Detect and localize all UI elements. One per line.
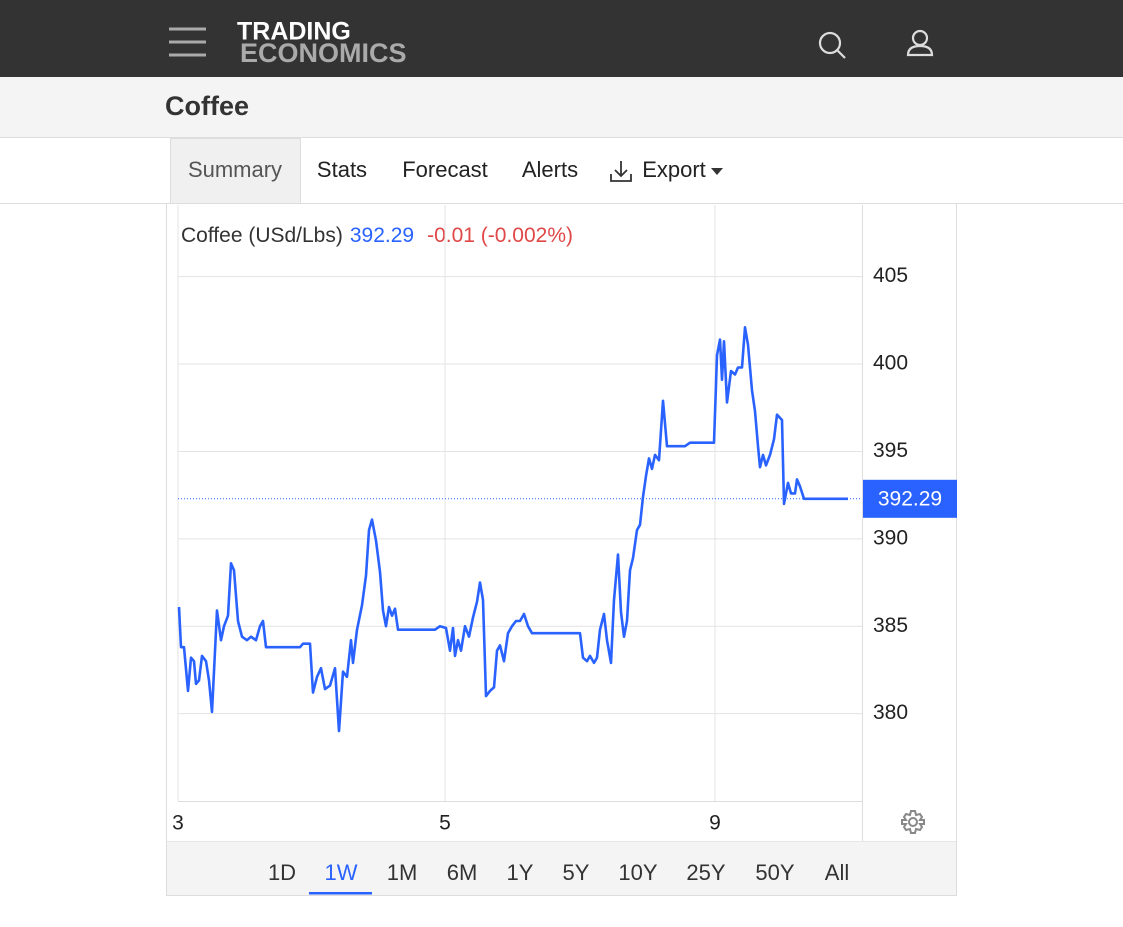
settings-icon[interactable] [901, 810, 925, 834]
y-tick-label: 395 [873, 439, 908, 462]
range-button[interactable]: 5Y [563, 860, 590, 885]
range-bar [167, 842, 956, 895]
title-bar [0, 77, 1123, 137]
range-button[interactable]: 1M [387, 860, 418, 885]
range-button[interactable]: 50Y [755, 860, 794, 885]
y-tick-label: 385 [873, 614, 908, 637]
y-tick-label: 405 [873, 264, 908, 287]
user-icon[interactable] [906, 29, 934, 57]
range-button[interactable]: 1Y [507, 860, 534, 885]
range-underline [309, 892, 372, 895]
change: -0.01 (-0.002%) [427, 224, 573, 247]
x-tick-label: 9 [709, 812, 721, 835]
logo-bottom[interactable]: ECONOMICS [240, 38, 407, 68]
download-icon [610, 161, 632, 182]
x-tick-label: 3 [172, 812, 184, 835]
gear-outline [901, 810, 925, 834]
range-button[interactable]: 25Y [686, 860, 725, 885]
range-button[interactable]: 1W [325, 860, 358, 885]
page-title: Coffee [165, 91, 249, 121]
range-button[interactable]: All [825, 860, 849, 885]
logo-top[interactable]: TRADING [237, 18, 351, 46]
range-button[interactable]: 6M [447, 860, 478, 885]
price-line [177, 326, 848, 733]
y-tick-label: 390 [873, 526, 908, 549]
tab[interactable]: Alerts [522, 157, 578, 182]
range-button[interactable]: 10Y [618, 860, 657, 885]
last-price-label: 392.29 [878, 487, 942, 510]
tab[interactable]: Stats [317, 157, 367, 182]
gear-hub [908, 817, 918, 827]
user-body [906, 44, 934, 57]
search-icon[interactable] [818, 31, 846, 59]
tab[interactable]: Forecast [402, 157, 488, 182]
x-tick-label: 5 [439, 812, 451, 835]
download-arrow [610, 161, 632, 182]
search-handle [836, 49, 846, 59]
last-price-box [863, 479, 957, 518]
tab[interactable]: Summary [188, 157, 282, 182]
tab-selected [170, 138, 301, 204]
range-button[interactable]: 1D [268, 860, 296, 885]
series-name: Coffee (USd/Lbs) [181, 224, 343, 247]
y-tick-label: 380 [873, 701, 908, 724]
tab[interactable]: Export [642, 157, 706, 182]
last-value: 392.29 [350, 224, 414, 247]
chart-frame [166, 203, 957, 896]
legend: Coffee (USd/Lbs) 392.29 -0.01 (-0.002%) [181, 224, 573, 247]
menu-icon[interactable] [169, 27, 206, 57]
y-tick-label: 400 [873, 352, 908, 375]
caret [711, 168, 723, 175]
search-circle [818, 31, 842, 55]
top-bar [0, 0, 1123, 77]
